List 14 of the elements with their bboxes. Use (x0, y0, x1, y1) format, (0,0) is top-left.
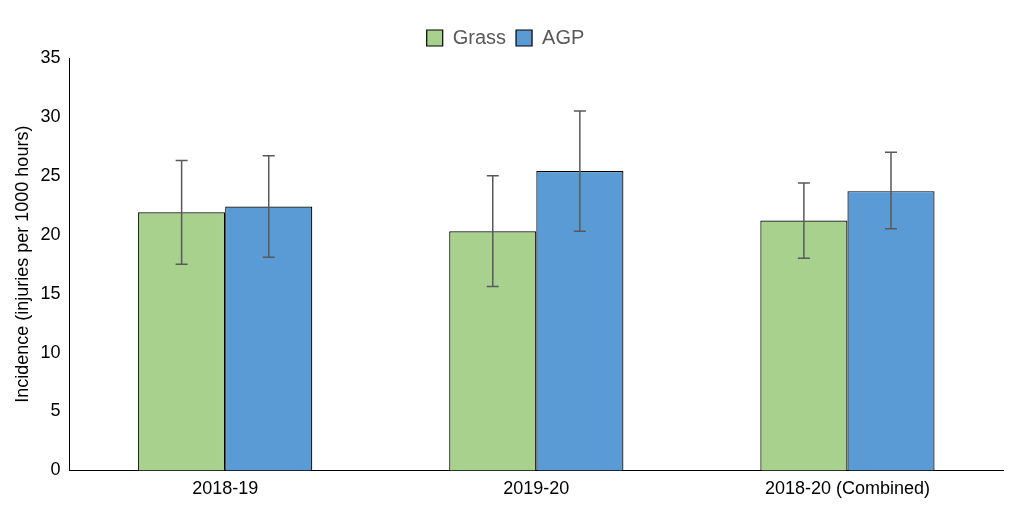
legend-label: AGP (542, 25, 585, 48)
y-axis-title: Incidence (injuries per 1000 hours) (11, 125, 32, 403)
legend-label: Grass (452, 25, 507, 48)
y-tick-label: 30 (40, 105, 61, 126)
x-tick-label: 2019-20 (503, 478, 570, 499)
y-tick-label: 5 (50, 400, 61, 421)
y-tick-label: 15 (40, 282, 61, 303)
x-tick-label: 2018-20 (Combined) (764, 478, 930, 499)
y-tick-label: 0 (50, 459, 61, 480)
x-tick-label: 2018-19 (192, 478, 259, 499)
y-tick-label: 25 (40, 164, 61, 185)
y-tick-label: 10 (40, 341, 61, 362)
y-tick-label: 35 (40, 46, 61, 67)
y-tick-label: 20 (40, 223, 61, 244)
